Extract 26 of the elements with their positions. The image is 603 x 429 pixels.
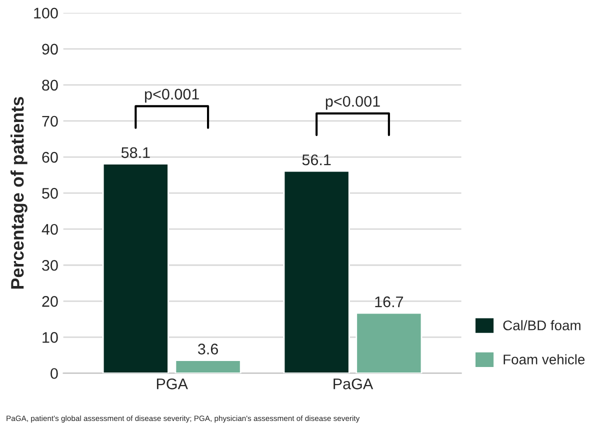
bar [102,163,169,374]
bar [174,360,242,374]
y-tick-label: 80 [42,80,58,91]
annotation: p<0.001 [145,88,199,103]
y-tick-label: 40 [42,224,58,235]
data-label: 3.6 [198,344,218,354]
bar [283,170,350,374]
annotation: p<0.001 [326,96,380,110]
y-tick-label: 50 [42,188,58,199]
x-tick-label: PGA [156,378,188,390]
legend-label: Foam vehicle [504,354,585,364]
y-tick-label: 90 [42,44,58,55]
y-tick-label: 0 [50,368,58,379]
x-tick-label: PaGA [334,378,374,390]
y-tick-label: 60 [42,152,58,163]
y-tick-label: 30 [42,260,58,271]
data-label: 56.1 [302,154,331,166]
data-label: 16.7 [375,296,404,308]
y-tick-label: 100 [34,8,58,19]
y-tick-label: 70 [42,116,58,127]
legend-label: Cal/BD foam [503,320,580,330]
data-label: 58.1 [121,147,150,158]
bar [356,312,422,374]
y-tick-label: 20 [42,296,58,307]
y-axis-title: Percentage of patients [10,96,28,289]
y-tick-label: 10 [42,332,58,343]
